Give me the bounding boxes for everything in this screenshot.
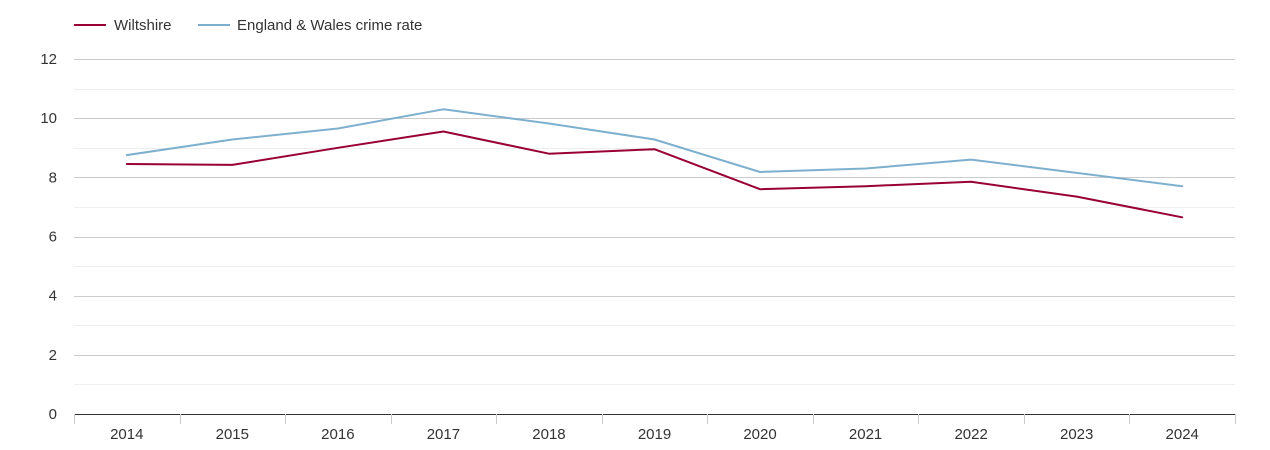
series-line-wiltshire bbox=[125, 130, 1184, 219]
y-tick-label: 6 bbox=[49, 229, 57, 246]
grid-lines bbox=[74, 59, 1235, 385]
x-tick-label: 2016 bbox=[321, 426, 354, 443]
y-tick-label: 12 bbox=[40, 51, 57, 68]
series-lines bbox=[125, 108, 1184, 219]
x-tick-label: 2024 bbox=[1166, 426, 1199, 443]
legend-label-wiltshire: Wiltshire bbox=[114, 17, 172, 34]
y-tick-label: 10 bbox=[40, 110, 57, 127]
legend-label-england-wales: England & Wales crime rate bbox=[237, 17, 422, 34]
y-tick-label: 2 bbox=[49, 347, 57, 364]
x-tick-label: 2017 bbox=[427, 426, 460, 443]
x-tick-label: 2014 bbox=[110, 426, 143, 443]
legend-item-england-wales[interactable]: England & Wales crime rate bbox=[198, 17, 422, 34]
y-tick-label: 0 bbox=[49, 406, 57, 423]
y-tick-label: 4 bbox=[49, 288, 57, 305]
x-tick-label: 2023 bbox=[1060, 426, 1093, 443]
y-tick-label: 8 bbox=[49, 169, 57, 186]
x-tick-label: 2019 bbox=[638, 426, 671, 443]
x-axis: 2014 2015 2016 2017 2018 2019 2020 2021 2022 2023… bbox=[74, 414, 1236, 443]
series-line-england-wales-crime-rate bbox=[125, 108, 1184, 188]
x-tick-label: 2022 bbox=[954, 426, 987, 443]
y-axis: 0 2 4 6 8 10 12 bbox=[40, 51, 57, 423]
legend: Wiltshire England & Wales crime rate bbox=[74, 17, 422, 34]
x-tick-label: 2018 bbox=[532, 426, 565, 443]
x-tick-label: 2020 bbox=[743, 426, 776, 443]
x-tick-label: 2021 bbox=[849, 426, 882, 443]
legend-item-wiltshire[interactable]: Wiltshire bbox=[74, 17, 172, 34]
x-tick-label: 2015 bbox=[216, 426, 249, 443]
